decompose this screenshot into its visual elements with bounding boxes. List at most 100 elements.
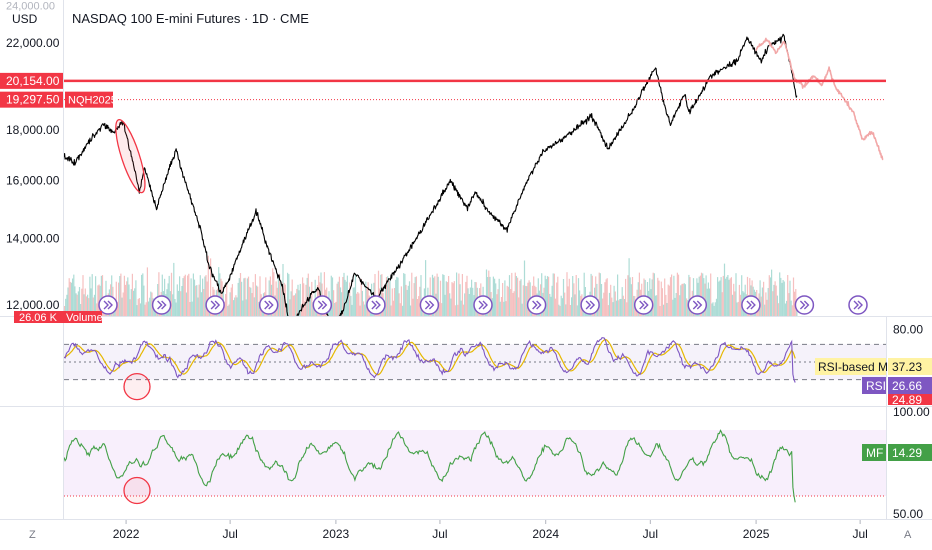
volume-bar xyxy=(462,304,465,316)
volume-bar xyxy=(549,293,551,316)
volume-bar xyxy=(250,287,252,316)
volume-bar xyxy=(418,296,420,316)
volume-bar xyxy=(314,279,316,316)
event-marker[interactable] xyxy=(741,295,761,315)
volume-bar xyxy=(238,278,240,316)
volume-bar xyxy=(649,278,651,316)
event-marker[interactable] xyxy=(526,295,547,315)
volume-bar xyxy=(242,300,244,316)
currency-label[interactable]: USD xyxy=(12,12,38,26)
volume-bar xyxy=(606,278,608,316)
volume-bar xyxy=(146,267,148,316)
volume-bar xyxy=(410,305,412,316)
event-marker[interactable] xyxy=(848,295,868,315)
volume-bar xyxy=(449,293,451,316)
event-marker[interactable] xyxy=(580,295,600,315)
volume-bar xyxy=(453,281,455,316)
volume-bar xyxy=(782,280,784,316)
event-marker[interactable] xyxy=(633,295,654,315)
time-tick-label: 2023 xyxy=(323,527,350,541)
volume-bar xyxy=(617,274,619,316)
event-marker[interactable] xyxy=(473,295,493,315)
volume-bar xyxy=(199,275,201,316)
volume-bar xyxy=(228,304,230,316)
volume-bar xyxy=(298,290,300,316)
volume-bar xyxy=(320,272,322,316)
volume-bar xyxy=(116,302,119,316)
auto-scale-button[interactable]: A xyxy=(904,529,912,541)
volume-bar xyxy=(388,280,390,316)
volume-bar xyxy=(457,304,459,316)
event-marker[interactable] xyxy=(366,295,386,315)
volume-bar xyxy=(333,290,335,316)
volume-bar xyxy=(710,273,712,316)
event-marker[interactable] xyxy=(205,295,225,315)
volume-bar xyxy=(334,303,336,316)
volume-bar xyxy=(522,285,524,316)
volume-bar xyxy=(791,305,793,316)
volume-bar xyxy=(292,295,294,316)
volume-bar xyxy=(714,302,716,316)
volume-bar xyxy=(561,298,563,316)
volume-bar xyxy=(661,288,663,316)
time-tick-label: 2024 xyxy=(532,527,559,541)
volume-bar xyxy=(559,305,561,316)
volume-bar xyxy=(385,277,388,316)
volume-bar xyxy=(174,299,176,316)
volume-bar xyxy=(441,303,443,316)
event-marker[interactable] xyxy=(258,295,279,315)
volume-bar xyxy=(579,290,581,316)
volume-bar xyxy=(97,285,99,316)
zoom-button[interactable]: Z xyxy=(29,529,36,541)
volume-bar xyxy=(390,305,392,316)
volume-bar xyxy=(336,283,338,316)
volume-bar xyxy=(626,302,628,316)
volume-bar xyxy=(158,272,160,316)
event-marker[interactable] xyxy=(419,295,440,315)
volume-bar xyxy=(195,285,197,316)
volume-bar xyxy=(652,272,654,316)
event-marker[interactable] xyxy=(151,295,172,315)
event-marker[interactable] xyxy=(312,295,333,315)
forward-arrow-icon xyxy=(317,300,328,310)
volume-bar xyxy=(466,275,468,316)
forward-arrow-icon xyxy=(157,300,167,310)
volume-bar xyxy=(765,292,767,316)
volume-bar xyxy=(672,299,674,316)
volume-bar xyxy=(688,274,690,316)
event-marker[interactable] xyxy=(794,295,815,315)
volume-bar xyxy=(773,284,775,316)
volume-bar xyxy=(189,302,191,316)
volume-bar xyxy=(299,283,301,316)
volume-bar xyxy=(603,292,605,316)
volume-bar xyxy=(254,274,256,316)
time-tick-label: 2025 xyxy=(743,527,770,541)
volume-bar xyxy=(173,262,175,316)
volume-bar xyxy=(118,282,120,316)
forward-arrow-icon xyxy=(478,300,488,310)
volume-bar xyxy=(411,272,413,316)
volume-bar xyxy=(725,278,727,316)
volume-bar xyxy=(85,296,87,316)
volume-bar xyxy=(705,275,707,316)
volume-bar xyxy=(604,282,606,316)
volume-bar xyxy=(98,284,100,316)
volume-bar xyxy=(288,274,290,316)
volume-bar xyxy=(465,281,467,316)
volume-bar xyxy=(683,283,685,316)
volume-bar xyxy=(497,289,499,316)
volume-bar xyxy=(788,293,790,316)
event-markers[interactable] xyxy=(98,295,868,315)
price-plot xyxy=(64,33,886,316)
event-marker[interactable] xyxy=(98,295,118,315)
volume-bar xyxy=(682,283,684,316)
volume-bar xyxy=(357,292,359,316)
volume-bar xyxy=(651,279,653,316)
event-marker[interactable] xyxy=(687,295,708,315)
volume-bar xyxy=(436,273,438,316)
volume-bar xyxy=(779,272,781,316)
volume-bar xyxy=(492,276,494,316)
symbol-title[interactable]: NASDAQ 100 E-mini Futures · 1D · CME xyxy=(72,11,309,26)
volume-bar xyxy=(658,280,660,316)
